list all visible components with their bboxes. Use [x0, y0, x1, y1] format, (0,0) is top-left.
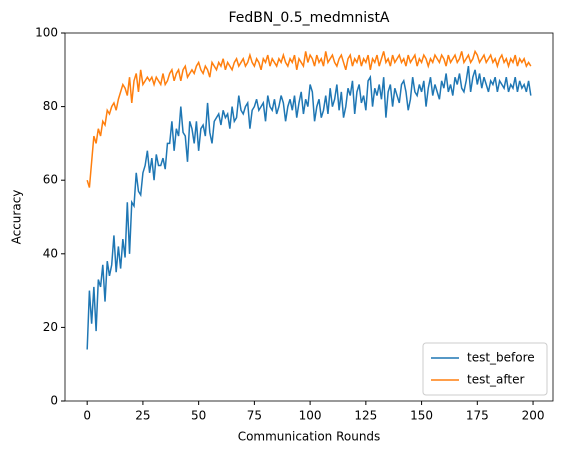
x-tick-label: 25: [135, 409, 150, 423]
series-line: [86, 49, 532, 188]
y-tick-label: 20: [43, 320, 58, 334]
plot-frame: [64, 32, 554, 402]
y-tick-label: 60: [43, 173, 58, 187]
x-tick-label: 125: [354, 409, 377, 423]
y-tick-label: 40: [43, 246, 58, 260]
chart-title: FedBN_0.5_medmnistA: [228, 10, 389, 26]
legend-label: test_after: [467, 373, 525, 387]
x-tick-label: 0: [83, 409, 91, 423]
legend-label: test_before: [467, 351, 535, 365]
x-tick-label: 200: [522, 409, 545, 423]
series-line: [86, 66, 532, 350]
x-tick-label: 100: [299, 409, 322, 423]
legend-box: [422, 342, 548, 396]
x-tick-label: 50: [191, 409, 206, 423]
x-tick-label: 175: [466, 409, 489, 423]
y-tick-label: 100: [35, 26, 58, 40]
y-tick-label: 80: [43, 99, 58, 113]
y-tick-label: 0: [50, 394, 58, 408]
y-axis-label: Accuracy: [10, 190, 24, 245]
x-axis-label: Communication Rounds: [238, 430, 381, 444]
x-tick-label: 150: [410, 409, 433, 423]
x-tick-label: 75: [247, 409, 262, 423]
